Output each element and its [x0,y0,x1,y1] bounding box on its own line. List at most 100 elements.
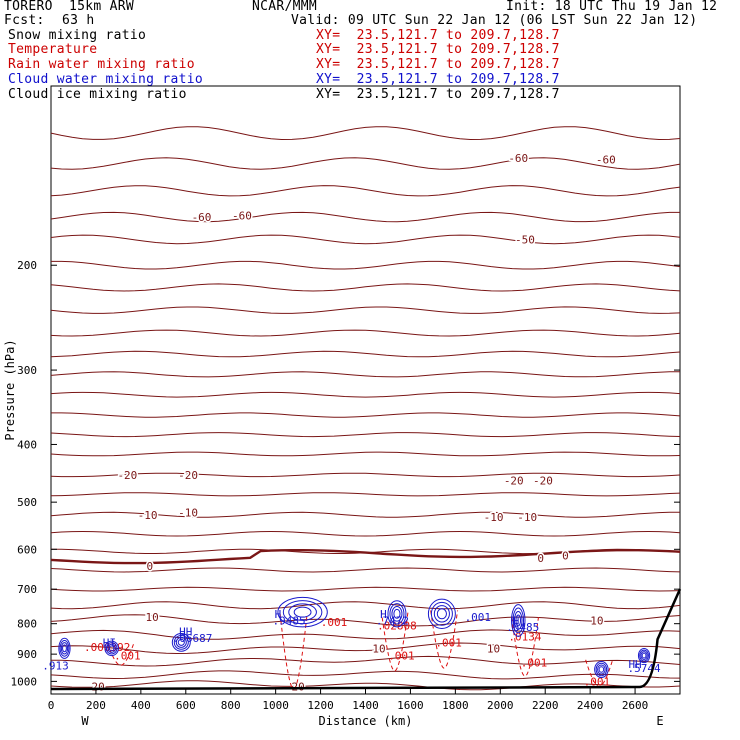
rain-water-label: .0134 [508,630,541,643]
cloud-water-label: HH [179,626,192,639]
cloud-water-contour [177,638,185,646]
temperature-contour [50,511,680,518]
init-time: Init: 18 UTC Thu 19 Jan 12 [506,0,718,14]
cloud-water-contour [430,601,453,626]
temperature-label: -60 [232,209,252,222]
temperature-label: -10 [178,506,198,519]
temperature-label: 10 [590,614,603,627]
cloud-water-contour [391,605,403,622]
cloud-water-contour [389,603,405,625]
cloud-water-label: H [275,608,282,621]
temperature-contour [50,371,680,378]
field-name-temperature: Temperature [8,42,98,57]
rain-water-contour [430,610,459,669]
rain-water-label: .000392 [84,641,130,654]
field-name-cloud-ice: Cloud ice mixing ratio [8,87,187,102]
rain-water-label: .001 [114,650,141,663]
y-tick-label: 400 [17,438,37,451]
temperature-contour [50,283,681,292]
temperature-contour [50,157,681,170]
cloud-water-label: HH [628,658,641,671]
cloud-water-contour [639,649,649,662]
x-tick-label: 2400 [577,699,604,712]
temperature-label: -60 [596,154,616,167]
field-xy-temperature: XY= 23.5,121.7 to 209.7,128.7 [316,42,560,57]
temperature-label: -10 [138,509,158,522]
west-end-label: W [81,714,89,728]
temperature-contour [50,185,681,197]
cloud-water-contour [511,604,526,637]
cloud-water-label: HI [103,636,116,649]
temperature-label: 20 [92,681,105,694]
temperature-label: -10 [484,511,504,524]
x-tick-label: 0 [48,699,55,712]
rain-water-contour [106,642,135,666]
temperature-contours: -60 -60 -60 -60 -50 -20 -20 -20 -20 -10 -10 -10 -10 0… [50,126,681,695]
temperature-contour [50,391,681,398]
rain-water-label: .001 [321,616,348,629]
center-name: NCAR/MMM [252,0,318,14]
cloud-water-contour [107,643,116,653]
y-tick-label: 300 [17,364,37,377]
x-tick-label: 2200 [532,699,559,712]
cloud-water-contour [288,603,317,621]
x-tick-label: 1200 [307,699,334,712]
temperature-contour [50,492,681,497]
temperature-label: 0 [537,552,544,565]
temperature-contour [50,670,681,680]
cloud-water-contour [598,666,605,673]
temperature-contour [51,260,681,270]
field-xy-rain: XY= 23.5,121.7 to 209.7,128.7 [316,57,560,72]
temperature-label: 10 [487,642,500,655]
y-axis-label: Pressure (hPa) [3,339,17,440]
cloud-water-contour [640,651,648,661]
x-tick-label: 1000 [262,699,289,712]
cloud-water-contour [175,636,187,648]
rain-water-label: .001 [521,657,548,670]
temperature-contour [50,126,681,141]
temperature-label: -20 [178,469,198,482]
cloud-water-contour [387,600,407,628]
cloud-water-contour [58,637,71,659]
temperature-label: 10 [145,611,158,624]
cloud-water-contour [641,652,647,659]
field-name-cloud-water: Cloud water mixing ratio [8,72,204,87]
axes: 0 200 400 600 800 1000 1200 1400 1600 1800 2000 220… [3,259,680,728]
temperature-label: 10 [372,642,385,655]
cloud-water-label: .06687 [173,632,213,645]
field-xy-cloud-water: XY= 23.5,121.7 to 209.7,128.7 [316,72,560,87]
temperature-label: 0 [147,560,154,573]
x-axis-label: Distance (km) [319,714,413,728]
cloud-water-label: .6485 [506,621,539,634]
temperature-label: 0 [562,550,569,563]
temperature-contour [50,614,681,627]
temperature-label: -10 [517,511,537,524]
cloud-water-contour [171,633,191,652]
rain-water-label: .001 [435,636,462,649]
temperature-contour [50,601,681,610]
east-end-label: E [656,714,663,728]
y-tick-label: 900 [17,648,37,661]
temperature-contour [50,472,681,478]
cloud-water-contour [512,607,525,634]
cloud-water-label: .9485 [273,614,306,627]
temperature-label: -60 [508,152,528,165]
cloud-water-contour [173,634,189,650]
cloud-water-contour [105,642,118,655]
cloud-water-contour [282,600,323,625]
temperature-contour [50,655,681,667]
cloud-water-contour [62,644,67,653]
field-xy-cloud-ice: XY= 23.5,121.7 to 209.7,128.7 [316,87,560,102]
cloud-water-contour [594,660,609,678]
cloud-water-contour [436,608,447,620]
temperature-label: -20 [117,469,137,482]
temperature-contour [50,432,681,438]
cloud-water-label: H [513,614,520,627]
x-tick-label: 800 [221,699,241,712]
x-tick-label: 1600 [397,699,424,712]
field-name-snow: Snow mixing ratio [8,28,147,43]
cloud-water-label: .913 [42,659,69,672]
cloud-water-contour [595,662,608,677]
x-tick-label: 400 [131,699,151,712]
